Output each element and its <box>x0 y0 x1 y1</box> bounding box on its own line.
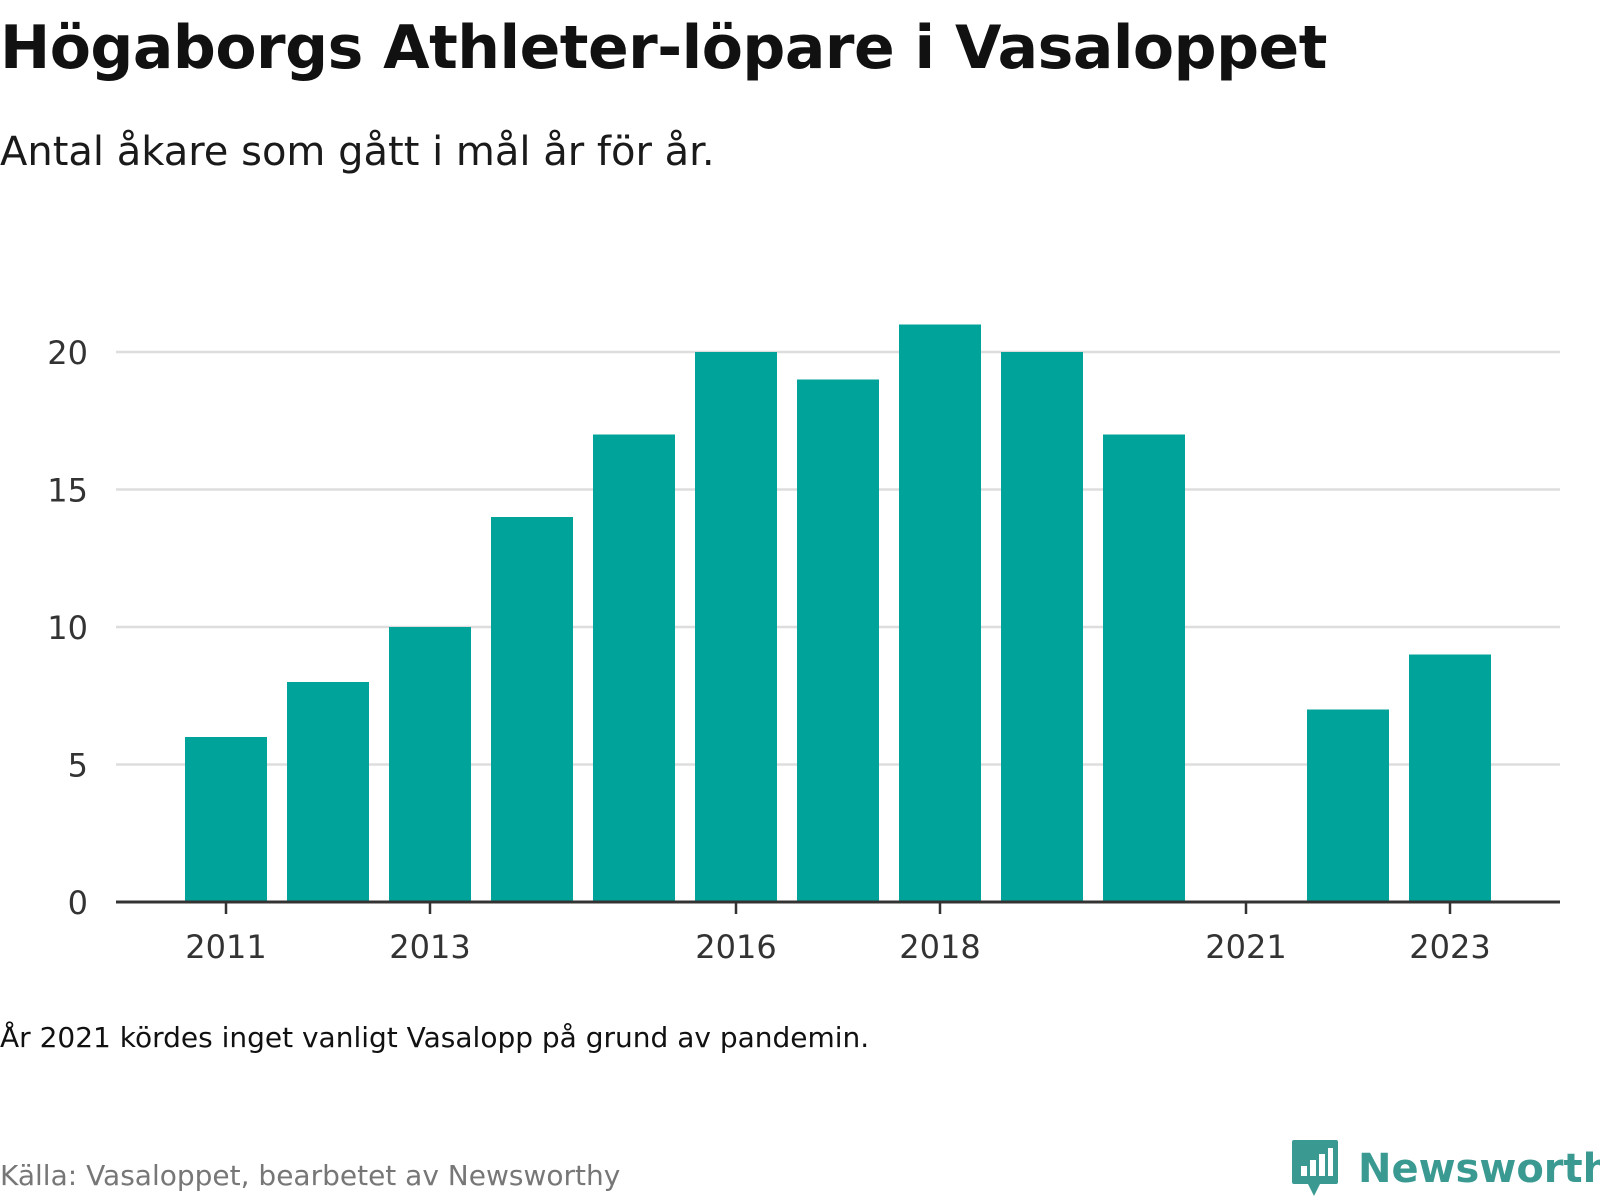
bar-2018 <box>899 324 981 902</box>
bar-2023 <box>1409 654 1491 902</box>
x-tick-label: 2018 <box>899 928 980 966</box>
footnote: År 2021 kördes inget vanligt Vasalopp på… <box>0 1021 870 1054</box>
x-tick-label: 2016 <box>695 928 776 966</box>
source-text: Källa: Vasaloppet, bearbetet av Newswort… <box>0 1159 621 1192</box>
newsworthy-logo-icon <box>1292 1140 1338 1196</box>
y-tick-label: 0 <box>68 884 88 922</box>
x-tick-label: 2013 <box>389 928 470 966</box>
y-tick-label: 10 <box>47 609 88 647</box>
y-tick-label: 15 <box>47 472 88 510</box>
bar-2022 <box>1307 709 1389 902</box>
x-tick-label: 2021 <box>1205 928 1286 966</box>
logo-text: Newsworthy <box>1358 1146 1600 1192</box>
bar-2011 <box>185 737 267 902</box>
bar-2020 <box>1103 434 1185 902</box>
newsworthy-logo: Newsworthy <box>1290 1138 1600 1200</box>
bar-2014 <box>491 517 573 902</box>
bar-2015 <box>593 434 675 902</box>
bar-2019 <box>1001 352 1083 902</box>
chart-title: Högaborgs Athleter-löpare i Vasaloppet <box>0 13 1327 83</box>
bar-2013 <box>389 627 471 902</box>
y-tick-label: 20 <box>47 334 88 372</box>
x-tick-label: 2023 <box>1409 928 1490 966</box>
y-tick-label: 5 <box>68 747 88 785</box>
bar-2017 <box>797 379 879 902</box>
bar-2012 <box>287 682 369 902</box>
x-tick-label: 2011 <box>185 928 266 966</box>
bar-2016 <box>695 352 777 902</box>
chart-subtitle: Antal åkare som gått i mål år för år. <box>0 129 715 175</box>
